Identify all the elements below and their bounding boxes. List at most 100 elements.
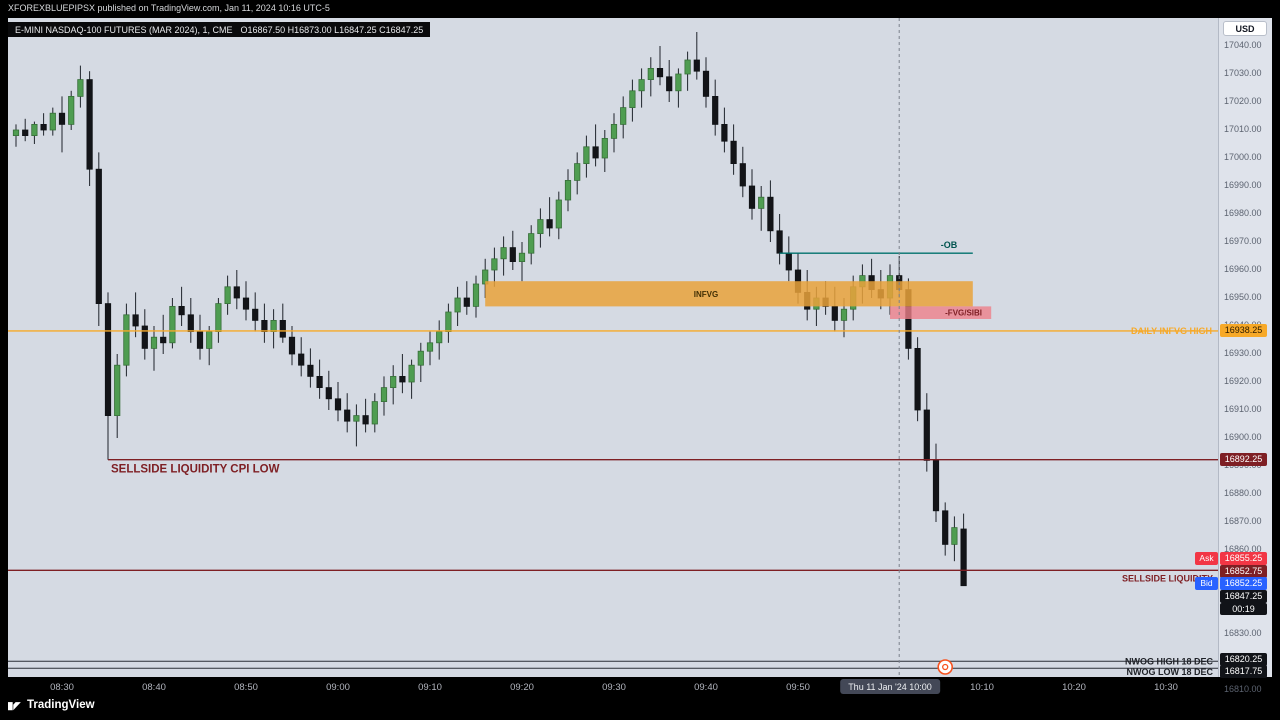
time-label: 08:40 bbox=[142, 682, 166, 693]
candle bbox=[169, 298, 176, 349]
price-tick: 17040.00 bbox=[1224, 40, 1262, 50]
candle bbox=[491, 247, 498, 287]
candle bbox=[353, 404, 360, 447]
candle bbox=[951, 516, 958, 562]
nwog-high-line-label: NWOG HIGH 18 DEC bbox=[1125, 656, 1214, 666]
candle bbox=[914, 337, 921, 422]
candle bbox=[362, 398, 369, 433]
candle bbox=[298, 337, 305, 377]
candle bbox=[77, 65, 84, 108]
candle bbox=[104, 292, 112, 460]
price-tick: 16920.00 bbox=[1224, 376, 1262, 386]
candle bbox=[141, 309, 148, 360]
time-label: 09:40 bbox=[694, 682, 718, 693]
candle bbox=[224, 275, 231, 315]
fvg-sibi-box[interactable] bbox=[890, 306, 992, 319]
candle bbox=[739, 146, 746, 198]
candle bbox=[408, 359, 415, 399]
candle bbox=[417, 342, 424, 382]
candle bbox=[334, 382, 342, 422]
price-tick: 16860.00 bbox=[1224, 544, 1262, 554]
candle bbox=[932, 443, 940, 522]
chart-canvas[interactable]: INFVG -FVG/SIBI -OB DAILY INFVG HIGH SELLSID… bbox=[8, 18, 1218, 677]
candle bbox=[555, 191, 562, 240]
candle bbox=[923, 393, 930, 472]
price-scale[interactable]: USD 17040.00 17030.00 17020.00 17010.00 1700… bbox=[1195, 18, 1272, 694]
price-tick: 16900.00 bbox=[1224, 432, 1262, 442]
crosshair-time-badge: Thu 11 Jan '24 10:00 bbox=[840, 679, 940, 694]
price-tick: 17020.00 bbox=[1224, 96, 1262, 106]
time-label: 09:30 bbox=[602, 682, 626, 693]
candle bbox=[242, 281, 250, 321]
time-label: 09:10 bbox=[418, 682, 442, 693]
price-tick: 16880.00 bbox=[1224, 488, 1262, 498]
candle bbox=[399, 354, 406, 394]
time-scale[interactable]: 08:30 08:40 08:50 09:00 09:10 09:20 09:30 09:40… bbox=[8, 679, 1218, 699]
bid-chip: Bid bbox=[1195, 577, 1218, 591]
candle bbox=[647, 57, 654, 97]
candle bbox=[509, 230, 516, 270]
price-tick: 16870.00 bbox=[1224, 516, 1262, 526]
candle bbox=[629, 79, 636, 122]
candle bbox=[187, 298, 194, 343]
candle bbox=[270, 309, 277, 349]
candle bbox=[748, 169, 756, 220]
tradingview-logo-icon[interactable] bbox=[8, 699, 22, 711]
candle bbox=[785, 236, 792, 282]
candle bbox=[12, 124, 20, 147]
candle bbox=[344, 393, 351, 433]
candle bbox=[528, 225, 535, 265]
bar-countdown: 00:19 bbox=[1220, 603, 1267, 616]
candle bbox=[601, 130, 608, 172]
candle bbox=[942, 502, 949, 556]
candle bbox=[288, 326, 296, 366]
candle bbox=[445, 303, 452, 343]
tradingview-brand[interactable]: TradingView bbox=[27, 699, 95, 711]
candle bbox=[215, 298, 222, 343]
candle bbox=[307, 348, 314, 388]
usd-currency-button[interactable]: USD bbox=[1223, 21, 1267, 36]
candle bbox=[49, 107, 56, 136]
candle bbox=[178, 286, 185, 326]
chart-area[interactable]: INFVG -FVG/SIBI -OB DAILY INFVG HIGH SELLSID… bbox=[8, 18, 1218, 677]
time-label: 09:50 bbox=[786, 682, 810, 693]
candle bbox=[767, 180, 774, 242]
candle bbox=[638, 68, 645, 108]
candle bbox=[546, 197, 553, 237]
candle bbox=[426, 331, 434, 366]
candles-series bbox=[12, 32, 967, 587]
time-label: 08:30 bbox=[50, 682, 74, 693]
legend-bar: E-MINI NASDAQ-100 FUTURES (MAR 2024), 1,… bbox=[8, 22, 431, 37]
candle bbox=[702, 57, 710, 108]
infvg-box[interactable] bbox=[485, 281, 973, 307]
candle bbox=[40, 113, 47, 136]
legend-ohlc: O16867.50 H16873.00 L16847.25 C16847.25 bbox=[240, 24, 424, 35]
candle bbox=[380, 376, 388, 416]
candle bbox=[666, 60, 673, 102]
cpi-low-line-label: SELLSIDE LIQUIDITY CPI LOW bbox=[111, 464, 280, 476]
ob-line-label: -OB bbox=[941, 240, 958, 250]
last-price-tag: 16847.25 00:19 bbox=[1220, 590, 1267, 616]
candle bbox=[160, 314, 167, 354]
candle bbox=[95, 152, 102, 326]
time-label: 09:20 bbox=[510, 682, 534, 693]
price-tick: 16830.00 bbox=[1224, 628, 1262, 638]
candle bbox=[500, 236, 507, 276]
ask-chip: Ask bbox=[1195, 551, 1218, 565]
price-tick: 16810.00 bbox=[1224, 684, 1262, 694]
nwog-low-line-label: NWOG LOW 18 DEC bbox=[1126, 667, 1213, 677]
candle bbox=[758, 186, 765, 231]
time-label: 08:50 bbox=[234, 682, 258, 693]
ask-tag: 16855.25 Ask bbox=[1195, 551, 1267, 565]
candle bbox=[721, 107, 728, 153]
legend-symbol: E-MINI NASDAQ-100 FUTURES (MAR 2024), 1,… bbox=[15, 24, 233, 35]
bid-tag: 16852.25 Bid bbox=[1195, 577, 1267, 591]
candle bbox=[371, 393, 378, 433]
time-label: 10:10 bbox=[970, 682, 994, 693]
price-tick: 17000.00 bbox=[1224, 152, 1262, 162]
sellside-liquidity-line-label: SELLSIDE LIQUIDITY bbox=[1122, 573, 1213, 583]
candle bbox=[518, 242, 526, 282]
candle bbox=[58, 96, 66, 153]
event-marker-icon[interactable] bbox=[937, 659, 954, 675]
fvg-sibi-box-label: -FVG/SIBI bbox=[945, 309, 982, 318]
